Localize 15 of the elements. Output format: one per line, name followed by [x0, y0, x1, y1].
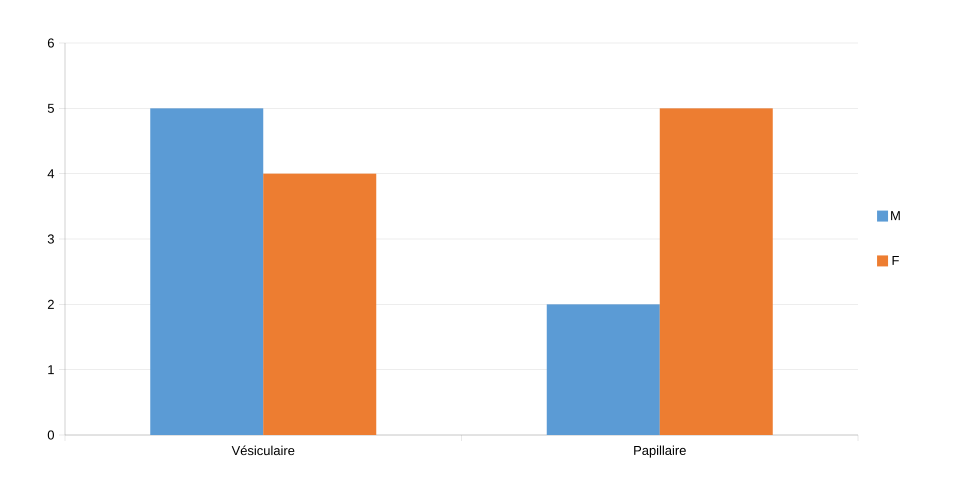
y-tick-label: 4 — [48, 169, 54, 178]
legend-label: F — [892, 256, 899, 265]
y-tick-label: 6 — [48, 38, 54, 48]
y-tick-label: 0 — [48, 430, 54, 440]
y-tick-label: 5 — [48, 104, 54, 113]
bar — [546, 304, 660, 435]
y-tick-label: 1 — [48, 365, 54, 374]
bar — [660, 108, 773, 435]
x-tick-label: Papillaire — [634, 446, 686, 458]
y-tick-label: 2 — [48, 300, 54, 309]
y-tick-label: 3 — [48, 234, 54, 244]
bar — [263, 174, 376, 435]
bar — [150, 108, 264, 435]
x-tick-label: Vésiculaire — [232, 446, 294, 456]
legend-label: M — [891, 211, 900, 220]
